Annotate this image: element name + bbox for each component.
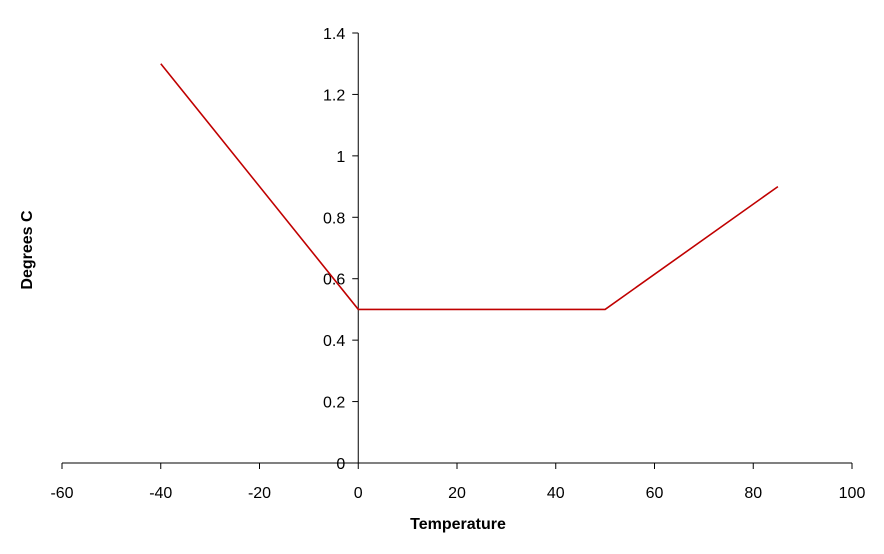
y-tick-label: 0.8: [323, 210, 345, 227]
x-axis-title: Temperature: [410, 516, 506, 533]
x-tick-label: -20: [248, 485, 271, 502]
y-tick-label: 0.2: [323, 395, 345, 412]
series-line: [160, 63, 779, 311]
x-tick-label: 100: [839, 485, 866, 502]
ticks: -60 -40 -20 0 20 40 60 80 10000.20.40.60.811.21.…: [50, 26, 865, 502]
x-tick-label: 20: [448, 485, 466, 502]
y-tick-label: 0.4: [323, 333, 345, 350]
axes: [62, 33, 852, 464]
y-tick-label: 1.2: [323, 87, 345, 104]
series: [160, 63, 779, 311]
x-tick-label: 0: [354, 485, 363, 502]
x-tick-label: 60: [646, 485, 664, 502]
x-tick-label: -40: [149, 485, 172, 502]
y-tick-label: 0: [336, 456, 345, 473]
x-tick-label: -60: [50, 485, 73, 502]
x-tick-label: 40: [547, 485, 565, 502]
y-tick-label: 1.4: [323, 26, 345, 43]
x-tick-label: 80: [744, 485, 762, 502]
y-axis-title: Degrees C: [19, 210, 36, 290]
y-tick-label: 1: [336, 149, 345, 166]
